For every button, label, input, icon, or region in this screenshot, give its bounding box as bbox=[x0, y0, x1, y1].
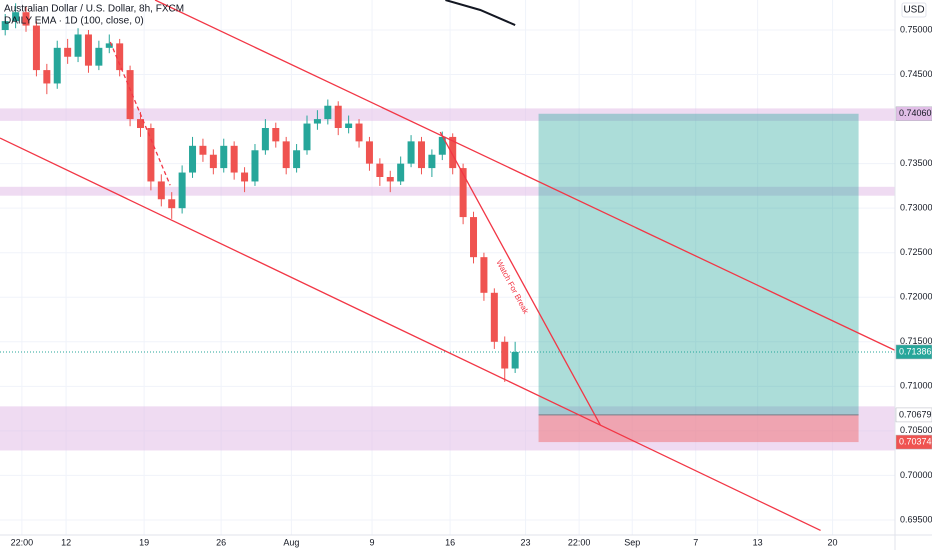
candle-body bbox=[272, 128, 280, 142]
candle-body bbox=[459, 168, 467, 218]
candle-body bbox=[501, 341, 509, 369]
candle-body bbox=[345, 123, 353, 129]
y-tick-label: 0.75000 bbox=[900, 24, 932, 34]
candle-body bbox=[53, 47, 61, 84]
x-tick-label: 12 bbox=[61, 537, 71, 547]
trend-line bbox=[154, 0, 896, 351]
y-tick-label: 0.70500 bbox=[900, 425, 932, 435]
candle-body bbox=[189, 145, 197, 173]
candle-body bbox=[376, 163, 384, 177]
candle-body bbox=[1, 21, 9, 31]
zone bbox=[0, 406, 895, 451]
currency-box[interactable] bbox=[901, 2, 927, 18]
candle-body bbox=[313, 119, 321, 124]
candle-body bbox=[470, 217, 478, 258]
y-tick-label: 0.72000 bbox=[900, 292, 932, 302]
candle-body bbox=[74, 34, 82, 57]
candle-body bbox=[126, 70, 134, 120]
price-label-box bbox=[895, 434, 932, 450]
y-tick-label: 0.73500 bbox=[900, 158, 932, 168]
y-tick-label: 0.73000 bbox=[900, 203, 932, 213]
price-label: 0.71386 bbox=[899, 346, 932, 356]
x-tick-label: Sep bbox=[624, 537, 640, 547]
candle-body bbox=[230, 145, 238, 173]
candle-body bbox=[116, 43, 124, 71]
y-tick-label: 0.71500 bbox=[900, 336, 932, 346]
candle-body bbox=[324, 105, 332, 120]
candle-body bbox=[303, 123, 311, 151]
price-label-box bbox=[895, 407, 932, 423]
zone bbox=[0, 108, 895, 121]
candle-body bbox=[261, 128, 269, 151]
price-label: 0.74060 bbox=[899, 108, 932, 118]
candle-body bbox=[449, 136, 457, 169]
profit-zone bbox=[538, 113, 859, 415]
x-tick-label: Aug bbox=[283, 537, 299, 547]
price-label: 0.70679 bbox=[899, 409, 932, 419]
candle-body bbox=[136, 119, 144, 129]
x-tick-label: 20 bbox=[828, 537, 838, 547]
indicator-label: DAILY EMA · 1D (100, close, 0) bbox=[4, 16, 144, 27]
candle-body bbox=[490, 292, 498, 342]
x-tick-label: 9 bbox=[370, 537, 375, 547]
x-tick-label: 22:00 bbox=[11, 537, 34, 547]
loss-zone bbox=[538, 414, 859, 443]
zone bbox=[0, 186, 895, 196]
candle-body bbox=[199, 145, 207, 155]
x-tick-label: 23 bbox=[521, 537, 531, 547]
candle-body bbox=[397, 163, 405, 182]
candle-body bbox=[220, 145, 228, 169]
candle-body bbox=[22, 12, 30, 26]
candle-body bbox=[438, 136, 446, 155]
y-tick-label: 0.74500 bbox=[900, 69, 932, 79]
y-tick-label: 0.69500 bbox=[900, 514, 932, 524]
trend-line bbox=[0, 137, 821, 532]
y-tick-label: 0.71000 bbox=[900, 381, 932, 391]
candle-body bbox=[105, 43, 113, 48]
candle-body bbox=[147, 128, 155, 182]
candle-body bbox=[417, 141, 425, 169]
x-tick-label: 19 bbox=[139, 537, 149, 547]
candle-body bbox=[251, 150, 259, 182]
candle-body bbox=[241, 172, 249, 182]
price-label-box bbox=[895, 106, 932, 122]
candle-body bbox=[355, 123, 363, 142]
candle-body bbox=[43, 70, 51, 84]
y-tick-label: 0.70000 bbox=[900, 470, 932, 480]
candle-body bbox=[168, 199, 176, 209]
y-tick-label: 0.72500 bbox=[900, 247, 932, 257]
price-label-box bbox=[895, 344, 932, 360]
candle-body bbox=[84, 34, 92, 66]
candle-body bbox=[32, 25, 40, 71]
price-label: 0.70374 bbox=[899, 436, 932, 446]
chart-title: Australian Dollar / U.S. Dollar, 8h, FXC… bbox=[4, 4, 184, 15]
candle-body bbox=[293, 150, 301, 169]
candle-body bbox=[428, 154, 436, 169]
x-tick-label: 7 bbox=[693, 537, 698, 547]
candle-body bbox=[386, 176, 394, 182]
candle-body bbox=[178, 172, 186, 209]
x-tick-label: 13 bbox=[753, 537, 763, 547]
candle-body bbox=[282, 141, 290, 169]
x-tick-label: 26 bbox=[216, 537, 226, 547]
candle-body bbox=[12, 12, 20, 22]
candle-body bbox=[480, 257, 488, 293]
currency-label[interactable]: USD bbox=[903, 5, 924, 16]
x-tick-label: 16 bbox=[445, 537, 455, 547]
trend-line bbox=[439, 131, 602, 426]
candle-body bbox=[157, 181, 165, 200]
candle-body bbox=[209, 154, 217, 169]
trend-line bbox=[109, 41, 171, 186]
candle-body bbox=[95, 47, 103, 66]
plot-area bbox=[0, 0, 896, 535]
x-tick-label: 22:00 bbox=[568, 537, 591, 547]
candle-body bbox=[334, 105, 342, 129]
candle-body bbox=[365, 141, 373, 164]
candle-body bbox=[64, 47, 72, 57]
candle-body bbox=[407, 141, 415, 164]
ema-line bbox=[445, 0, 516, 26]
candle-body bbox=[511, 351, 519, 369]
